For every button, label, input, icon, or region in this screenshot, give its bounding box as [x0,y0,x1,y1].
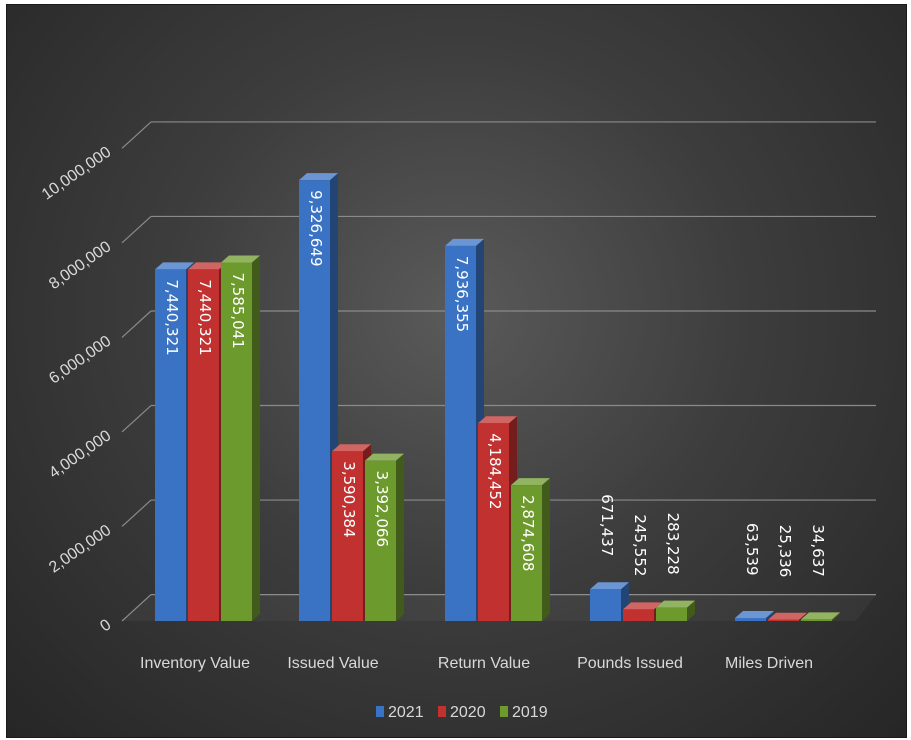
bar-side [252,255,260,622]
data-label: 34,637 [809,524,827,577]
legend-label: 2021 [388,704,424,721]
legend-label: 2020 [450,704,486,721]
bar-side [832,612,840,621]
legend-item: 2020 [438,704,486,721]
legend-item: 2019 [500,704,548,721]
data-label: 283,228 [664,513,682,575]
gridline-diagonal [121,216,152,244]
bar-top [188,262,227,270]
legend-swatch [438,706,446,717]
bar-top [332,444,371,452]
bar-top [801,612,840,620]
y-tick-label: 4,000,000 [46,427,114,482]
bar-2021-pounds-issued [590,582,629,621]
bar-2021-miles-driven [735,610,774,621]
data-label: 4,184,452 [486,433,504,509]
bar-top [656,600,695,608]
bar-front [801,619,832,621]
data-labels: 7,440,321 7,440,321 7,585,041 9,326,649 3,59… [163,190,827,577]
bar-front [445,245,476,621]
gridline-diagonal [121,310,152,338]
category-label: Inventory Value [140,655,250,672]
category-label: Pounds Issued [577,655,683,672]
bar-2021-issued-value [299,173,338,621]
bar-2019-miles-driven [801,612,840,621]
gridline-diagonal [121,121,152,149]
bar-front [590,589,621,621]
y-axis-ticks: 0 2,000,000 4,000,000 6,000,000 8,000,000 10,… [39,144,114,636]
data-label: 7,440,321 [196,279,214,355]
legend-item: 2021 [376,704,424,721]
legend-swatch [500,706,508,717]
bars [155,173,840,622]
bar-front [735,617,766,621]
bar-side [542,478,550,621]
bar-front [221,262,252,621]
category-label: Issued Value [287,655,378,672]
legend: 2021 2020 2019 [376,704,548,721]
bar-2020-miles-driven [768,612,807,621]
bar-top [155,262,194,270]
data-label: 3,590,384 [340,461,358,537]
legend-swatch [376,706,384,717]
bar-front [511,485,542,621]
bar-top [623,602,662,610]
bar-front [365,460,396,621]
data-label: 3,392,066 [373,471,391,547]
bar-2019-return-value [511,478,550,621]
y-tick-label: 6,000,000 [46,333,114,388]
bar-top [478,416,517,424]
bar-2019-inventory-value [221,255,260,622]
bar-front [768,619,799,621]
data-label: 245,552 [631,514,649,576]
data-label: 25,336 [776,525,794,578]
bar-top [511,478,550,486]
data-label: 63,539 [743,523,761,576]
data-label: 671,437 [598,494,616,556]
bar-side [396,453,404,621]
bar-side [687,600,695,621]
bar-top [768,612,807,620]
bar-front [656,607,687,621]
y-tick-label: 10,000,000 [39,144,114,204]
gridline-diagonal [121,405,152,433]
x-axis-categories: Inventory Value Issued Value Return Value P… [140,655,813,672]
bar-top [590,582,629,590]
bar-2019-pounds-issued [656,600,695,621]
bar-top [299,173,338,181]
bar-2019-issued-value [365,453,404,621]
y-tick-label: 8,000,000 [46,238,114,293]
bar-front [299,180,330,621]
y-tick-label: 0 [97,616,114,635]
bar-side [766,610,774,621]
bar-front [155,269,186,621]
bar-side [799,612,807,621]
legend-label: 2019 [512,704,548,721]
bar-front [623,609,654,621]
data-label: 7,585,041 [229,272,247,348]
bar-front [188,269,219,621]
gridlines [121,121,876,622]
bar-front [478,423,509,621]
bar-top [365,453,404,461]
bar-top [735,610,774,618]
data-label: 9,326,649 [307,190,325,266]
bar-top [221,255,260,263]
gridline-diagonal [121,594,152,622]
data-label: 7,936,355 [453,256,471,332]
gridline-diagonal [121,499,152,527]
data-label: 2,874,608 [519,495,537,571]
bar-front [332,451,363,621]
category-label: Return Value [438,655,530,672]
bar-top [445,238,484,246]
data-label: 7,440,321 [163,279,181,355]
category-label: Miles Driven [725,655,813,672]
y-tick-label: 2,000,000 [46,522,114,577]
